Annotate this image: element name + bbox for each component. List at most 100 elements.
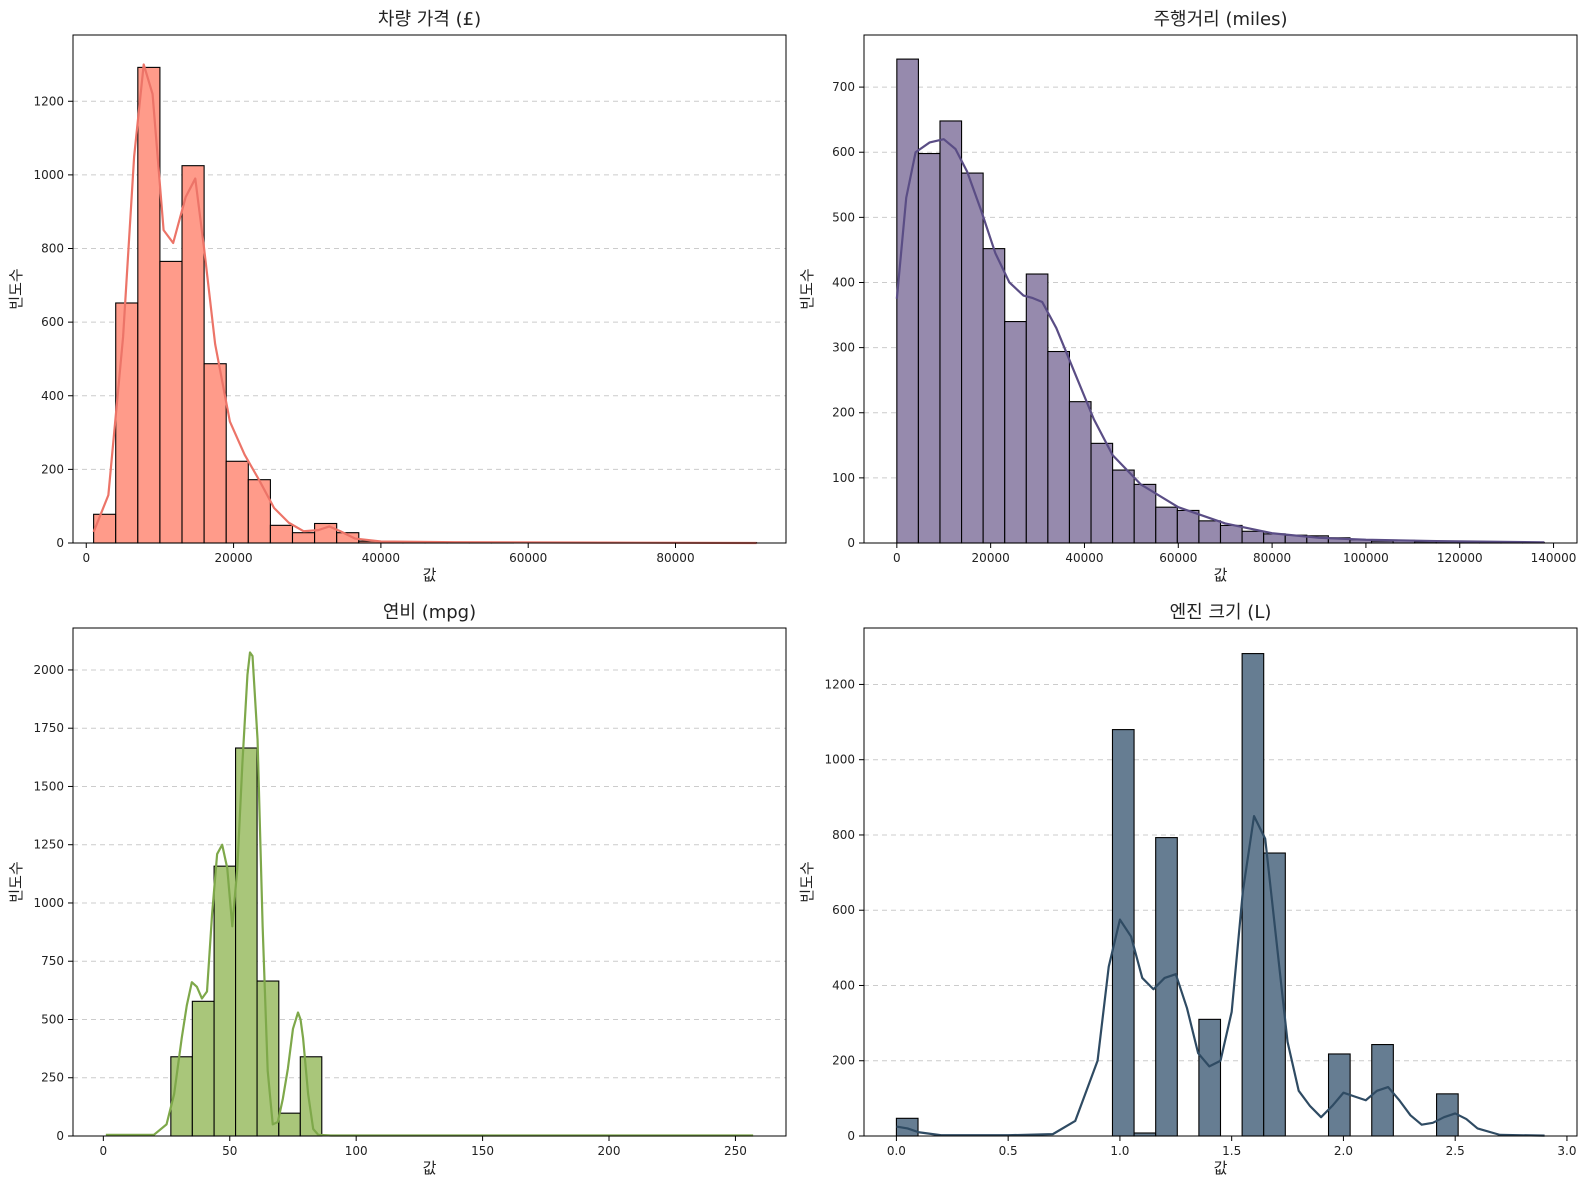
y-tick-label: 500 xyxy=(832,210,855,224)
histogram-bar xyxy=(917,152,941,544)
plot-frame xyxy=(72,627,787,1137)
x-axis-label: 값 xyxy=(423,566,437,584)
x-tick-label: 50 xyxy=(222,1144,237,1158)
histogram-panel-price: 0 200 400 600 800 1000 1200 0 20000 40000 60000 800… xyxy=(7,9,787,584)
histogram-bar xyxy=(191,1000,215,1137)
chart-title: 엔진 크기 (L) xyxy=(1170,602,1272,623)
y-tick-label: 600 xyxy=(41,315,64,329)
kde-curve xyxy=(896,815,1545,1137)
histogram-bar xyxy=(269,524,294,544)
y-tick-label: 200 xyxy=(832,406,855,420)
y-tick-label: 200 xyxy=(832,1054,855,1068)
histogram-bar xyxy=(1112,469,1135,544)
y-tick-label: 400 xyxy=(41,389,64,403)
histogram-bar xyxy=(115,302,139,544)
histogram-bar xyxy=(1241,653,1265,1137)
x-tick-label: 100000 xyxy=(1343,551,1389,565)
histogram-bar xyxy=(1198,1018,1222,1137)
chart-title: 차량 가격 (£) xyxy=(378,9,481,30)
y-tick-label: 400 xyxy=(832,978,855,992)
y-tick-label: 500 xyxy=(41,1012,64,1026)
chart-title: 연비 (mpg) xyxy=(383,602,476,623)
y-tick-label: 1750 xyxy=(33,721,64,735)
x-axis-label: 값 xyxy=(1214,566,1228,584)
y-tick-label: 600 xyxy=(832,145,855,159)
y-tick-label: 0 xyxy=(847,1129,855,1143)
y-tick-label: 600 xyxy=(832,903,855,917)
x-axis-label: 값 xyxy=(1214,1159,1228,1177)
histogram-bar xyxy=(235,747,258,1137)
y-axis-label: 빈도수 xyxy=(7,268,25,309)
histogram-panel-engine: 0 200 400 600 800 1000 1200 0.0 0.5 1.0 1.5 2.0 2.5 3… xyxy=(798,602,1578,1177)
kde-curve xyxy=(92,63,757,545)
x-tick-label: 0 xyxy=(893,551,901,565)
histogram-bar xyxy=(939,120,963,544)
y-tick-label: 300 xyxy=(832,341,855,355)
x-tick-label: 150 xyxy=(471,1144,494,1158)
x-tick-label: 40000 xyxy=(1065,551,1103,565)
kde-curve xyxy=(895,138,1545,544)
histogram-bar xyxy=(1047,350,1071,544)
x-tick-label: 60000 xyxy=(1159,551,1197,565)
histogram-bar xyxy=(1025,273,1049,544)
histogram-bar xyxy=(291,532,316,544)
histogram-bar xyxy=(1176,509,1200,544)
histogram-bar xyxy=(1133,483,1157,544)
y-tick-label: 250 xyxy=(41,1071,64,1085)
y-tick-label: 1250 xyxy=(33,838,64,852)
histogram-bar xyxy=(1155,506,1178,544)
histogram-bar xyxy=(213,865,237,1137)
chart-title: 주행거리 (miles) xyxy=(1154,9,1288,30)
x-tick-label: 0.0 xyxy=(887,1144,906,1158)
y-axis-label: 빈도수 xyxy=(798,861,816,902)
y-tick-label: 1500 xyxy=(33,779,64,793)
y-tick-label: 0 xyxy=(847,536,855,550)
histogram-bar xyxy=(225,460,249,544)
x-tick-label: 140000 xyxy=(1531,551,1577,565)
x-tick-label: 120000 xyxy=(1437,551,1483,565)
y-tick-label: 1200 xyxy=(824,677,855,691)
x-tick-label: 1.5 xyxy=(1222,1144,1241,1158)
x-tick-label: 80000 xyxy=(1253,551,1291,565)
plot-frame xyxy=(863,627,1578,1137)
y-tick-label: 100 xyxy=(832,471,855,485)
plot-frame xyxy=(72,34,787,544)
histogram-bar xyxy=(1155,837,1178,1137)
histogram-bar xyxy=(961,172,984,544)
x-tick-label: 0.5 xyxy=(999,1144,1018,1158)
x-tick-label: 2.5 xyxy=(1446,1144,1465,1158)
histogram-bar xyxy=(1219,524,1243,544)
histogram-bar xyxy=(1004,321,1027,544)
histogram-bar xyxy=(896,58,919,544)
x-axis-label: 값 xyxy=(423,1159,437,1177)
x-tick-label: 2.0 xyxy=(1334,1144,1353,1158)
x-tick-label: 40000 xyxy=(362,551,400,565)
histogram-bar xyxy=(1068,401,1092,544)
histogram-bar xyxy=(93,513,117,544)
histogram-bar xyxy=(1241,530,1265,544)
x-tick-label: 250 xyxy=(724,1144,747,1158)
y-tick-label: 1000 xyxy=(824,753,855,767)
y-tick-label: 800 xyxy=(832,828,855,842)
x-tick-label: 200 xyxy=(598,1144,621,1158)
histogram-bar xyxy=(314,522,338,544)
x-tick-label: 100 xyxy=(345,1144,368,1158)
plot-frame xyxy=(863,34,1578,544)
x-tick-label: 20000 xyxy=(972,551,1010,565)
y-tick-label: 750 xyxy=(41,954,64,968)
y-tick-label: 700 xyxy=(832,80,855,94)
y-tick-label: 200 xyxy=(41,462,64,476)
x-tick-label: 80000 xyxy=(656,551,694,565)
y-tick-label: 1200 xyxy=(33,94,64,108)
y-axis-label: 빈도수 xyxy=(7,861,25,902)
x-tick-label: 20000 xyxy=(214,551,252,565)
y-tick-label: 1000 xyxy=(33,168,64,182)
y-tick-label: 0 xyxy=(56,536,64,550)
y-tick-label: 800 xyxy=(41,242,64,256)
histogram-bar xyxy=(247,479,271,544)
x-tick-label: 0 xyxy=(100,1144,108,1158)
x-tick-label: 1.0 xyxy=(1110,1144,1129,1158)
kde-curve xyxy=(105,651,754,1137)
y-tick-label: 2000 xyxy=(33,663,64,677)
histogram-bar xyxy=(159,260,183,544)
